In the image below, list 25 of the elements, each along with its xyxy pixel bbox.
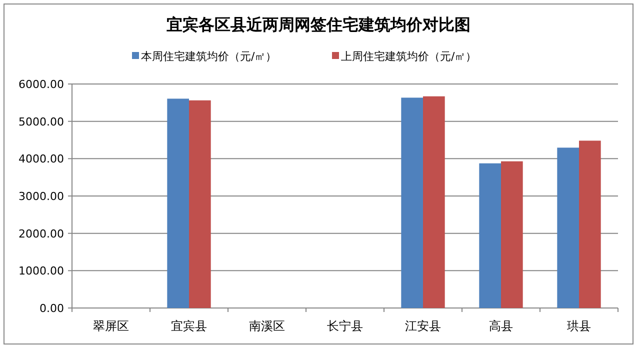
bar: [401, 98, 423, 308]
x-tick-label: 长宁县: [327, 319, 363, 333]
bar: [579, 140, 601, 308]
bar: [501, 161, 523, 308]
y-tick-label: 5000.00: [18, 115, 64, 128]
y-tick-label: 0.00: [40, 302, 64, 315]
y-tick-label: 6000.00: [18, 78, 64, 91]
bar: [479, 163, 501, 308]
y-tick-label: 2000.00: [18, 227, 64, 240]
x-tick-label: 翠屏区: [93, 319, 129, 333]
x-tick-label: 珙县: [567, 319, 591, 333]
bar: [189, 100, 211, 308]
y-tick-label: 1000.00: [18, 264, 64, 278]
chart-title: 宜宾各区县近两周网签住宅建筑均价对比图: [166, 15, 470, 34]
bar: [557, 148, 579, 308]
x-tick-label: 高县: [489, 319, 513, 333]
bar: [167, 98, 189, 308]
x-tick-label: 南溪区: [249, 319, 285, 333]
bar: [423, 96, 445, 308]
x-tick-label: 宜宾县: [171, 319, 207, 333]
legend-label: 上周住宅建筑均价（元/㎡）: [341, 50, 477, 63]
x-tick-label: 江安县: [405, 319, 441, 333]
y-tick-label: 3000.00: [18, 190, 64, 203]
y-tick-label: 4000.00: [18, 152, 64, 166]
legend-label: 本周住宅建筑均价（元/㎡）: [141, 50, 277, 63]
